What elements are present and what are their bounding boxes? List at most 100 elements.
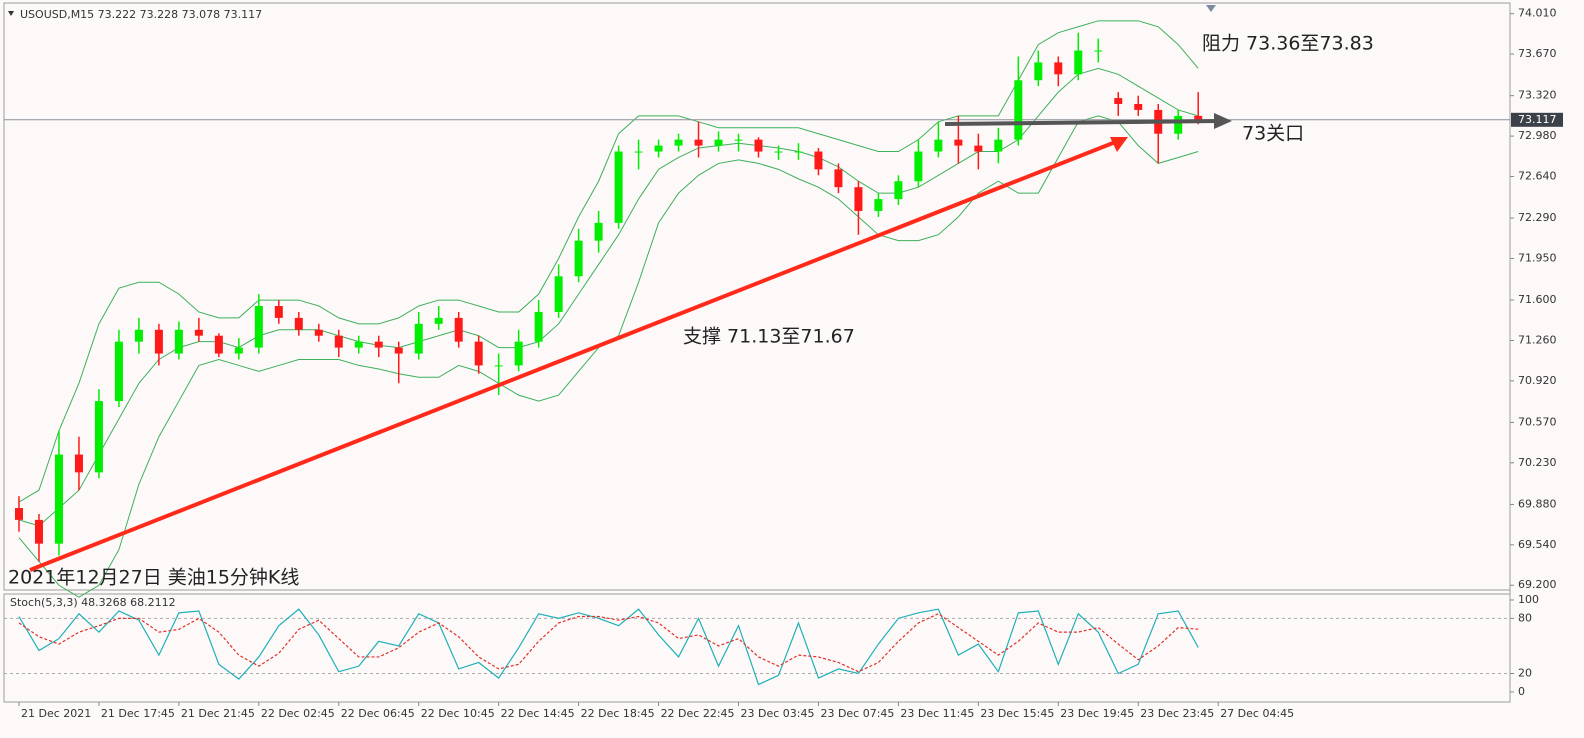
candle-body [294, 317, 303, 330]
candle-body [934, 139, 943, 152]
shift-marker [1206, 5, 1216, 12]
resistance-note: 阻力 73.36至73.83 [1202, 33, 1374, 55]
candle-body [154, 329, 163, 354]
y-tick-label: 71.260 [1518, 333, 1557, 346]
candle-body [894, 181, 903, 200]
y-tick-label: 72.290 [1518, 211, 1557, 224]
candle-body [634, 151, 643, 153]
candle-body [174, 329, 183, 354]
candle-body [774, 151, 783, 153]
current-price-label: 73.117 [1518, 113, 1557, 126]
candle-body [1194, 115, 1203, 120]
x-tick-label: 23 Dec 11:45 [900, 707, 974, 720]
candle-body [494, 365, 503, 367]
x-tick-label: 23 Dec 15:45 [980, 707, 1054, 720]
x-tick-label: 22 Dec 10:45 [421, 707, 495, 720]
candle-body [94, 401, 103, 473]
candle-body [514, 341, 523, 366]
y-tick-label: 73.320 [1518, 89, 1557, 102]
chart-caption: 2021年12月27日 美油15分钟K线 [8, 567, 299, 589]
candle-body [194, 329, 203, 336]
candle-body [214, 335, 223, 354]
candle-body [74, 454, 83, 473]
candle-body [534, 311, 543, 342]
candle-body [34, 519, 43, 544]
candle-body [734, 139, 743, 141]
y-tick-label: 72.980 [1518, 129, 1557, 142]
bollinger-band [18, 115, 1199, 598]
level-arrow [944, 119, 1219, 126]
support-note: 支撑 71.13至71.67 [683, 326, 855, 348]
level-arrow-head [1214, 113, 1232, 129]
candle-body [414, 323, 423, 354]
x-tick-label: 23 Dec 23:45 [1140, 707, 1214, 720]
candle-body [1114, 98, 1123, 105]
candle-body [954, 139, 963, 146]
chart-title: USOUSD,M15 73.222 73.228 73.078 73.117 [20, 8, 262, 21]
x-tick-label: 22 Dec 14:45 [501, 707, 575, 720]
x-tick-label: 23 Dec 19:45 [1060, 707, 1134, 720]
stoch-line [18, 613, 1199, 673]
candle-body [854, 187, 863, 211]
candle-body [1014, 80, 1023, 140]
candle-body [574, 240, 583, 277]
candle-body [1174, 115, 1183, 134]
candle-body [834, 169, 843, 188]
candle-body [974, 145, 983, 152]
candle-body [314, 329, 323, 336]
candle-body [14, 508, 23, 520]
current-price-box [1511, 112, 1563, 127]
candle-body [594, 222, 603, 241]
x-tick-label: 22 Dec 06:45 [341, 707, 415, 720]
x-tick-label: 21 Dec 21:45 [181, 707, 255, 720]
candle-body [554, 276, 563, 312]
candle-body [1094, 50, 1103, 52]
y-tick-label: 20 [1518, 667, 1532, 680]
y-tick-label: 69.200 [1518, 578, 1557, 591]
stoch-line [18, 608, 1199, 686]
main-pane [3, 2, 1511, 591]
candle-body [994, 139, 1003, 152]
bollinger-band [18, 20, 1199, 503]
y-tick-label: 70.570 [1518, 415, 1557, 428]
y-tick-label: 69.540 [1518, 538, 1557, 551]
candle-body [394, 347, 403, 354]
level-note: 73关口 [1242, 123, 1304, 145]
menu-icon [8, 11, 14, 16]
stoch-pane [3, 593, 1511, 703]
x-tick-label: 22 Dec 22:45 [661, 707, 735, 720]
candle-body [814, 151, 823, 170]
x-tick-label: 22 Dec 02:45 [261, 707, 335, 720]
support-arrow-head [1110, 137, 1128, 152]
y-tick-label: 74.010 [1518, 7, 1557, 20]
candle-body [134, 329, 143, 342]
candle-body [614, 151, 623, 223]
candle-body [114, 341, 123, 402]
x-tick-label: 27 Dec 04:45 [1220, 707, 1294, 720]
candle-body [754, 139, 763, 152]
y-tick-label: 70.230 [1518, 456, 1557, 469]
support-arrow [29, 139, 1119, 572]
candle-body [234, 347, 243, 354]
candle-body [694, 139, 703, 146]
y-tick-label: 71.950 [1518, 251, 1557, 264]
x-tick-label: 22 Dec 18:45 [581, 707, 655, 720]
candle-body [914, 151, 923, 182]
candle-body [354, 341, 363, 348]
y-tick-label: 0 [1518, 685, 1525, 698]
candle-body [434, 317, 443, 324]
candle-body [334, 335, 343, 348]
y-tick-label: 100 [1518, 593, 1539, 606]
y-tick-label: 80 [1518, 611, 1532, 624]
x-tick-label: 21 Dec 17:45 [101, 707, 175, 720]
candle-body [714, 139, 723, 146]
candle-body [1054, 62, 1063, 75]
y-tick-label: 69.880 [1518, 497, 1557, 510]
candle-body [874, 199, 883, 211]
candle-body [794, 151, 803, 153]
candle-body [54, 454, 63, 544]
candle-body [474, 341, 483, 366]
x-tick-label: 23 Dec 07:45 [820, 707, 894, 720]
x-tick-label: 21 Dec 2021 [21, 707, 91, 720]
